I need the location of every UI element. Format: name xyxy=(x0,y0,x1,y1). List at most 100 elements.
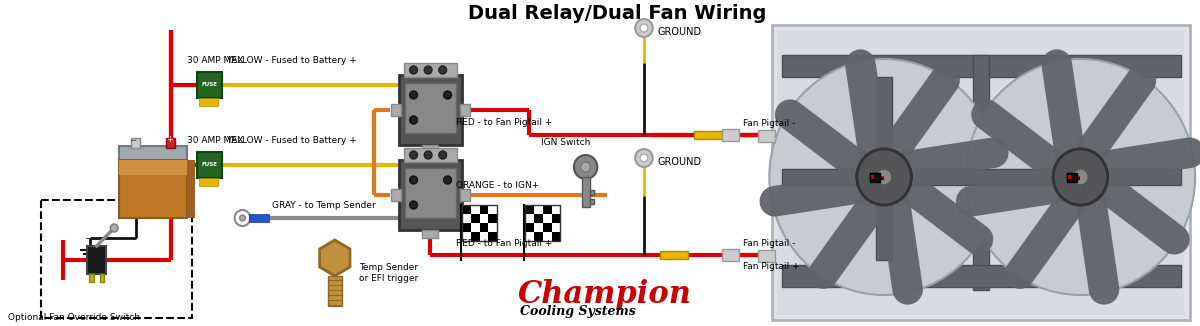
Bar xyxy=(773,25,1190,320)
Text: IGN Switch: IGN Switch xyxy=(541,138,590,147)
Circle shape xyxy=(1073,169,1088,185)
Circle shape xyxy=(581,162,590,172)
Bar xyxy=(398,160,462,230)
Text: ORANGE - to IGN+: ORANGE - to IGN+ xyxy=(456,181,540,190)
Text: Fan Pigtail -: Fan Pigtail - xyxy=(743,119,796,128)
Bar xyxy=(470,223,480,232)
Text: GRAY - to Temp Sender: GRAY - to Temp Sender xyxy=(271,201,376,210)
Bar xyxy=(480,214,488,223)
Bar xyxy=(422,230,438,238)
Bar xyxy=(695,131,721,139)
Text: GROUND: GROUND xyxy=(658,157,702,167)
Bar xyxy=(870,173,880,182)
Bar xyxy=(131,138,140,148)
Circle shape xyxy=(439,66,446,74)
Text: RED - to Fan Pigtail +: RED - to Fan Pigtail + xyxy=(456,118,553,127)
Bar xyxy=(1067,173,1076,182)
Text: FUSE: FUSE xyxy=(202,82,217,87)
Bar xyxy=(398,75,462,145)
Text: Optional Fan Override Switch: Optional Fan Override Switch xyxy=(8,313,140,322)
Bar xyxy=(187,160,194,218)
Bar xyxy=(488,232,497,241)
Text: ─: ─ xyxy=(130,136,136,144)
Bar xyxy=(526,223,534,232)
Bar xyxy=(328,276,342,306)
Circle shape xyxy=(574,155,598,179)
Bar xyxy=(542,214,552,223)
Bar xyxy=(582,177,589,207)
Text: YELLOW - Fused to Battery +: YELLOW - Fused to Battery + xyxy=(226,56,356,65)
Bar xyxy=(404,83,456,133)
Bar xyxy=(404,168,456,218)
Bar xyxy=(589,199,594,204)
Text: Champion: Champion xyxy=(517,279,691,310)
Text: ─: ─ xyxy=(85,236,89,242)
Circle shape xyxy=(1054,149,1108,205)
Text: Fan Pigtail -: Fan Pigtail - xyxy=(743,239,796,248)
Bar xyxy=(100,274,104,282)
Circle shape xyxy=(640,154,648,162)
Bar xyxy=(488,214,497,223)
Circle shape xyxy=(425,66,432,74)
Bar xyxy=(757,130,775,142)
Bar xyxy=(480,205,488,214)
Bar xyxy=(199,178,218,186)
Bar xyxy=(119,160,187,218)
Bar xyxy=(391,104,401,116)
Bar xyxy=(973,55,989,290)
Bar xyxy=(526,205,534,214)
Polygon shape xyxy=(319,240,350,276)
Bar xyxy=(488,205,497,214)
Bar xyxy=(542,223,552,232)
Bar xyxy=(534,223,542,232)
Bar xyxy=(1069,175,1073,179)
Bar xyxy=(462,205,470,214)
Bar xyxy=(404,63,457,77)
Bar xyxy=(876,77,892,260)
Bar xyxy=(542,205,552,214)
Bar xyxy=(470,232,480,241)
Bar xyxy=(197,72,222,98)
Bar xyxy=(41,200,192,318)
Bar xyxy=(552,214,560,223)
Circle shape xyxy=(439,151,446,159)
Circle shape xyxy=(409,151,418,159)
Circle shape xyxy=(635,19,653,37)
Circle shape xyxy=(444,91,451,99)
Bar xyxy=(660,251,688,259)
Bar xyxy=(757,250,775,262)
Text: Dual Relay/Dual Fan Wiring: Dual Relay/Dual Fan Wiring xyxy=(468,4,766,23)
Bar xyxy=(526,214,534,223)
Bar xyxy=(534,214,542,223)
Text: 30 AMP MAX: 30 AMP MAX xyxy=(187,56,244,65)
Text: YELLOW - Fused to Battery +: YELLOW - Fused to Battery + xyxy=(226,136,356,145)
Bar xyxy=(778,30,1186,315)
Bar xyxy=(89,274,94,282)
Bar xyxy=(462,232,470,241)
Text: Fan Pigtail +: Fan Pigtail + xyxy=(743,262,799,271)
Text: 30 AMP MAX: 30 AMP MAX xyxy=(187,136,244,145)
Bar xyxy=(461,104,470,116)
Bar xyxy=(534,205,542,214)
Bar xyxy=(199,98,218,106)
Bar xyxy=(250,214,269,222)
Bar xyxy=(480,232,488,241)
Circle shape xyxy=(1054,149,1108,205)
Bar xyxy=(462,214,470,223)
Bar xyxy=(462,223,470,232)
Bar xyxy=(526,232,534,241)
Circle shape xyxy=(640,24,648,32)
Bar xyxy=(470,214,480,223)
Bar xyxy=(721,129,739,141)
Circle shape xyxy=(110,224,118,232)
Bar xyxy=(166,138,175,148)
Bar xyxy=(589,190,594,195)
Circle shape xyxy=(425,151,432,159)
Bar xyxy=(461,189,470,201)
Circle shape xyxy=(857,149,911,205)
Bar xyxy=(552,232,560,241)
Bar xyxy=(391,189,401,201)
Bar xyxy=(197,152,222,178)
Circle shape xyxy=(235,210,251,226)
Circle shape xyxy=(876,169,892,185)
